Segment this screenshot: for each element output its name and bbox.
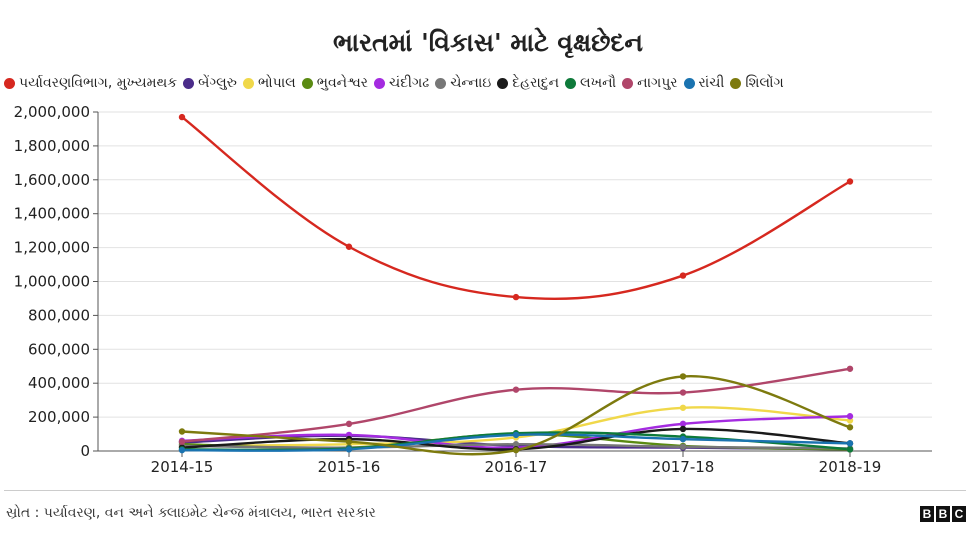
- data-point: [178, 446, 186, 454]
- legend-swatch: [730, 77, 742, 89]
- y-tick-label: 800,000: [28, 306, 90, 324]
- legend-item: નાગપુર: [622, 75, 678, 91]
- legend-swatch: [242, 77, 254, 89]
- grid-lines: [98, 111, 932, 418]
- x-tick-label: 2014-15: [151, 458, 214, 476]
- data-point: [846, 446, 854, 453]
- y-tick-label: 1,000,000: [14, 273, 90, 291]
- data-point: [512, 441, 520, 448]
- data-point: [512, 386, 520, 393]
- y-tick-label: 1,400,000: [14, 205, 90, 223]
- footer-divider: [4, 490, 966, 491]
- source-note: સ્રોત : પર્યાવરણ, વન અને ક્લાઇમેટ ચેન્જ …: [6, 505, 376, 521]
- legend-item: પર્યાવરણવિભાગ, મુખ્યમથક: [4, 75, 177, 91]
- data-point: [679, 435, 687, 443]
- legend-label: પર્યાવરણવિભાગ, મુખ્યમથક: [19, 75, 178, 91]
- logo-block-b1: B: [920, 506, 934, 522]
- logo-block-c: C: [952, 506, 966, 522]
- chart-title: ભારતમાં 'વિકાસ' માટે વૃક્ષછેદન: [332, 28, 644, 57]
- x-tick-label: 2018-19: [819, 458, 882, 476]
- legend-swatch: [683, 77, 695, 89]
- data-point: [679, 443, 687, 450]
- legend-label: બેંગ્લુરુ: [198, 75, 237, 91]
- data-point: [345, 243, 353, 250]
- axes: 0 200,000 400,000 600,000 800,000 1,000,000 1,…: [14, 103, 932, 476]
- y-tick-label: 200,000: [28, 408, 90, 426]
- legend-item: ભોપાલ: [242, 75, 296, 91]
- data-point: [512, 293, 520, 301]
- legend-item: ભુવનેશ્વર: [301, 75, 368, 91]
- data-point: [846, 178, 854, 185]
- y-tick-label: 1,800,000: [14, 137, 90, 155]
- data-point: [512, 431, 520, 439]
- y-tick-label: 2,000,000: [14, 103, 90, 121]
- legend-swatch: [301, 77, 313, 89]
- legend-swatch: [4, 77, 15, 89]
- legend-item: રાંચી: [683, 75, 725, 91]
- data-point: [345, 438, 353, 445]
- x-tick-label: 2015-16: [318, 458, 381, 476]
- legend-label: દેહરાદુન: [512, 75, 560, 91]
- data-point: [345, 420, 353, 428]
- legend-swatch: [497, 77, 509, 89]
- data-point: [846, 440, 854, 447]
- legend-swatch: [565, 77, 577, 89]
- legend-label: ભોપાલ: [257, 75, 296, 91]
- data-point: [679, 420, 687, 428]
- legend-item: બેંગ્લુરુ: [183, 75, 237, 91]
- legend-item: લખનૌ: [565, 75, 616, 91]
- y-tick-label: 600,000: [28, 340, 90, 358]
- series-line: [181, 116, 851, 301]
- legend-label: શિલોંગ: [745, 75, 784, 91]
- legend-label: ભુવનેશ્વર: [316, 75, 368, 91]
- y-tick-label: 0: [80, 442, 90, 460]
- data-point: [178, 428, 186, 435]
- data-point: [679, 373, 687, 380]
- data-point: [178, 113, 186, 121]
- data-point: [846, 365, 854, 372]
- legend-label: રાંચી: [698, 75, 725, 91]
- y-tick-label: 1,600,000: [14, 171, 90, 189]
- legend-item: ચંદીગઢ: [374, 75, 429, 91]
- y-tick-label: 400,000: [28, 374, 90, 392]
- data-point: [345, 446, 353, 453]
- data-point: [679, 425, 687, 433]
- legend-label: ચંદીગઢ: [389, 75, 430, 91]
- data-point: [679, 272, 687, 279]
- legend-swatch: [435, 77, 447, 89]
- legend: પર્યાવરણવિભાગ, મુખ્યમથક બેંગ્લુરુ ભોપાલ ભુવ…: [4, 70, 972, 96]
- data-point: [679, 404, 687, 411]
- legend-item: દેહરાદુન: [497, 75, 559, 91]
- data-point: [846, 413, 854, 420]
- data-point: [512, 446, 520, 454]
- data-point: [178, 438, 186, 445]
- data-points: [178, 113, 854, 454]
- data-point: [846, 424, 854, 431]
- legend-item: શિલોંગ: [730, 75, 784, 91]
- bbc-logo: B B C: [920, 506, 966, 522]
- legend-label: નાગપુર: [637, 75, 678, 91]
- series-lines: [181, 116, 851, 456]
- legend-swatch: [622, 77, 634, 89]
- legend-label: લખનૌ: [580, 75, 617, 91]
- legend-item: ચેન્નાઇ: [435, 75, 491, 91]
- data-point: [679, 389, 687, 396]
- legend-swatch: [374, 77, 385, 89]
- logo-block-b2: B: [936, 506, 950, 522]
- x-tick-label: 2017-18: [652, 458, 715, 476]
- legend-swatch: [183, 77, 195, 89]
- x-tick-label: 2016-17: [485, 458, 548, 476]
- y-tick-label: 1,200,000: [14, 239, 90, 257]
- legend-label: ચેન્નાઇ: [450, 75, 492, 91]
